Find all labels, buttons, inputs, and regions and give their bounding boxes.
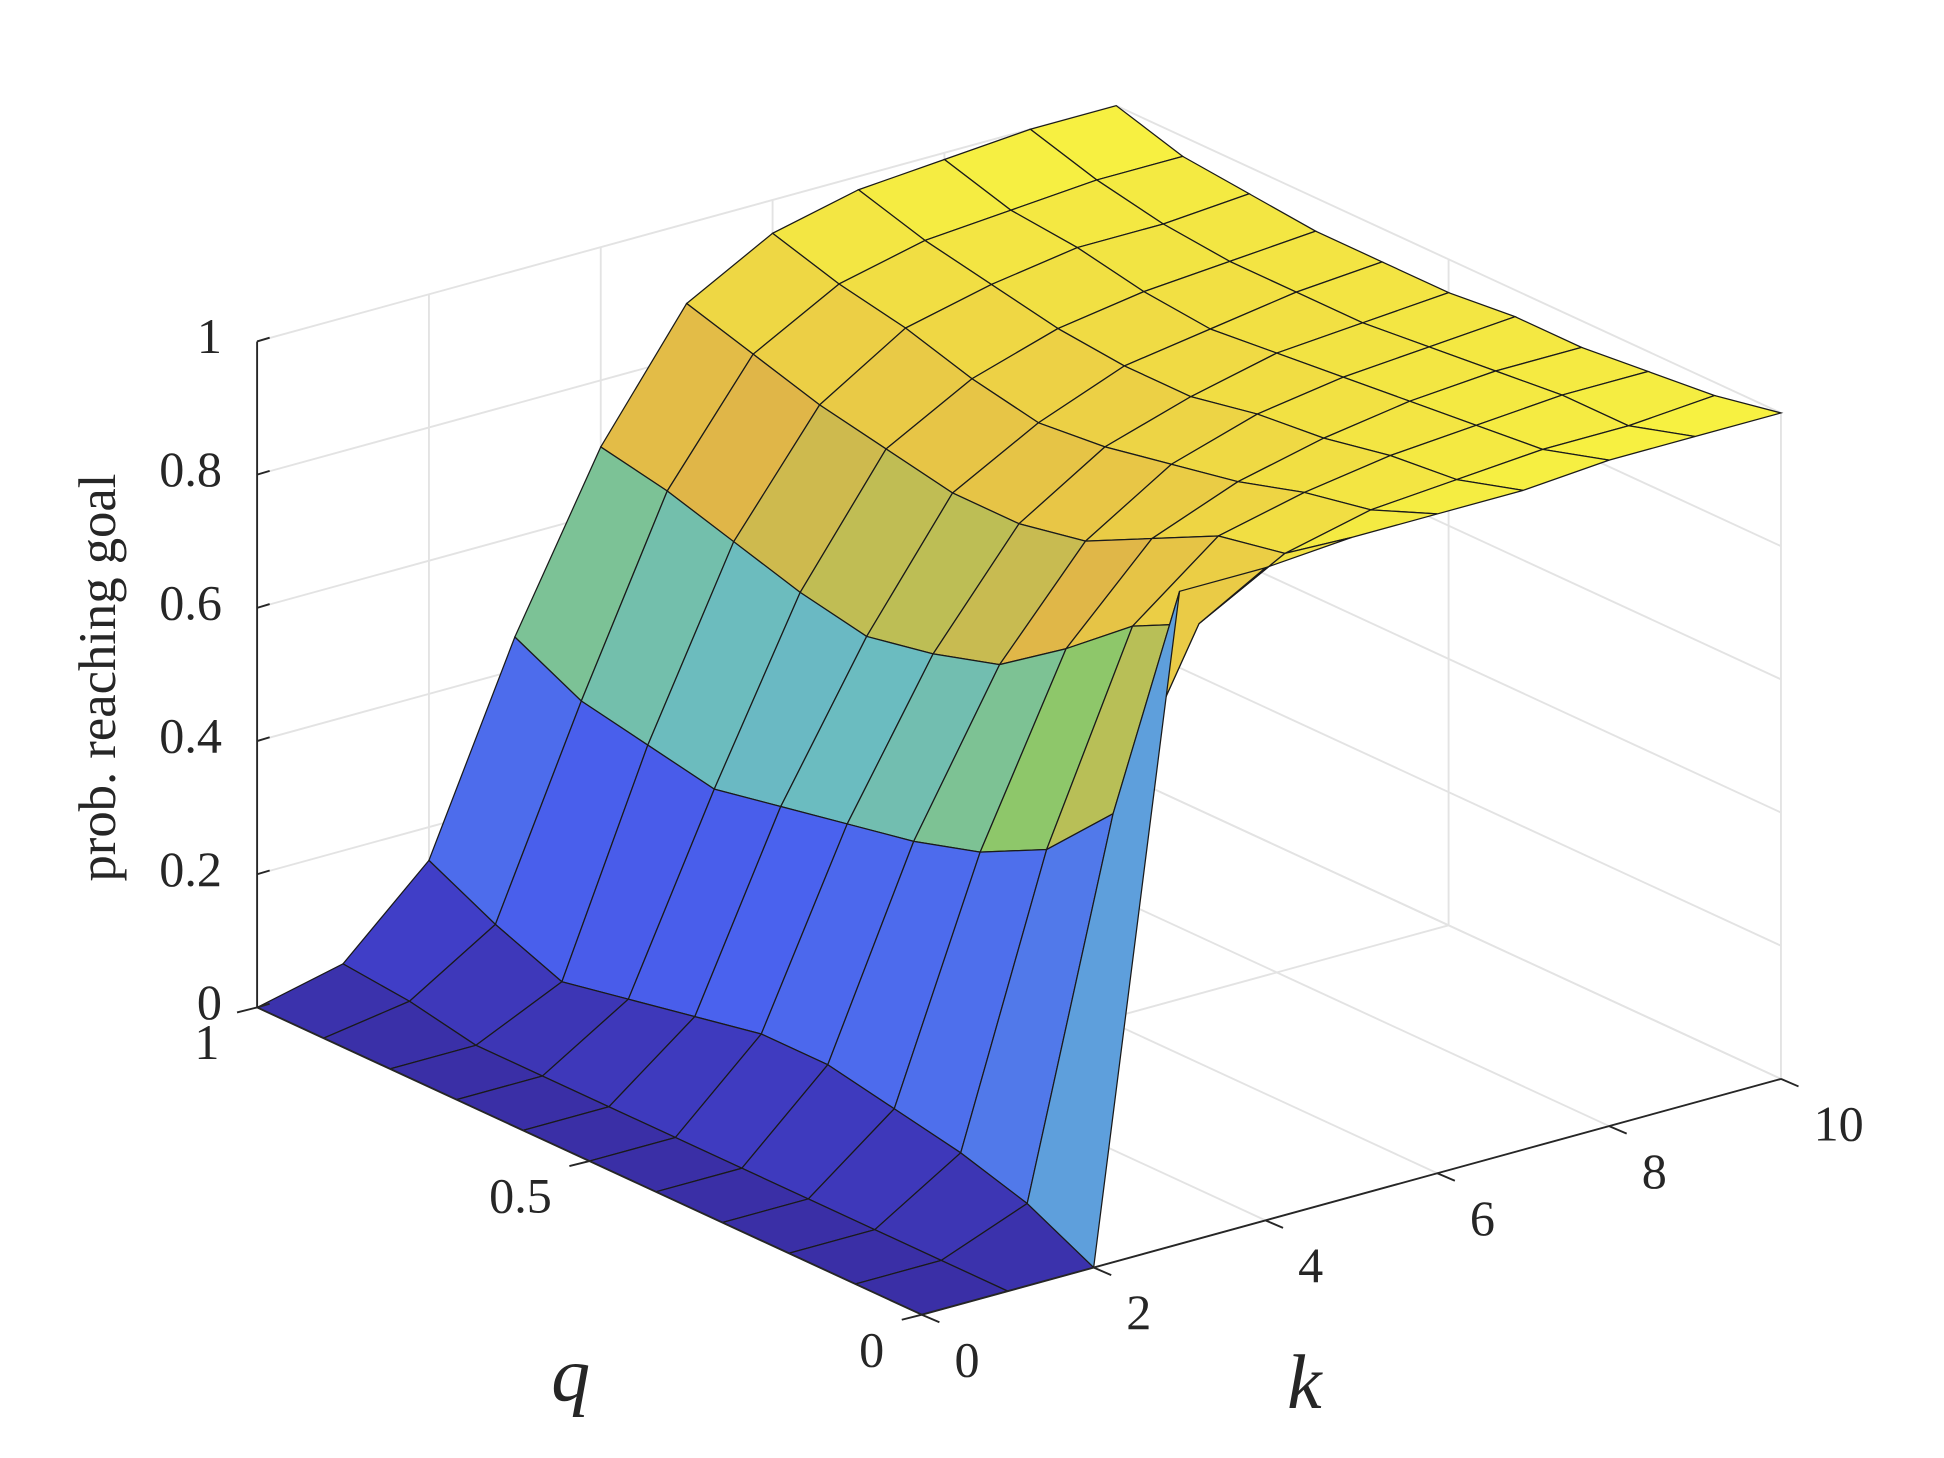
x-tick-label: 4 bbox=[1298, 1237, 1323, 1293]
x-tick bbox=[1436, 1172, 1456, 1182]
y-tick bbox=[236, 1006, 258, 1014]
z-tick-label: 0.6 bbox=[159, 574, 222, 630]
grid-line bbox=[1115, 104, 1782, 414]
y-tick-label: 1 bbox=[194, 1014, 219, 1070]
x-tick-label: 6 bbox=[1470, 1190, 1495, 1246]
grid-line bbox=[256, 104, 1117, 343]
x-tick-label: 10 bbox=[1814, 1096, 1864, 1152]
x-axis bbox=[921, 1078, 1782, 1316]
x-tick bbox=[1608, 1125, 1628, 1135]
surface bbox=[255, 104, 1784, 1316]
y-tick bbox=[569, 1160, 590, 1167]
z-tick-label: 0.8 bbox=[159, 441, 222, 497]
x-tick-label: 2 bbox=[1126, 1284, 1151, 1340]
x-tick-label: 0 bbox=[954, 1331, 979, 1387]
y-tick-label: 0.5 bbox=[489, 1168, 552, 1224]
z-tick bbox=[256, 336, 270, 343]
y-tick-label: 0 bbox=[859, 1321, 884, 1377]
z-tick bbox=[256, 736, 270, 742]
z-tick bbox=[256, 603, 270, 609]
z-axis-label: prob. reaching goal bbox=[69, 474, 127, 882]
x-tick-label: 8 bbox=[1642, 1143, 1667, 1199]
z-tick-label: 0.2 bbox=[159, 841, 222, 897]
y-axis-label: q bbox=[551, 1331, 590, 1417]
x-tick bbox=[1265, 1219, 1284, 1229]
x-tick bbox=[1780, 1078, 1799, 1088]
x-tick bbox=[1093, 1266, 1112, 1276]
z-tick-label: 1 bbox=[197, 308, 222, 364]
z-tick-label: 0.4 bbox=[159, 708, 222, 764]
x-tick bbox=[921, 1313, 940, 1324]
z-tick bbox=[256, 869, 270, 876]
z-tick bbox=[256, 469, 270, 476]
x-axis-label: k bbox=[1287, 1339, 1323, 1425]
y-tick bbox=[901, 1313, 923, 1321]
z-tick-label: 0 bbox=[197, 974, 222, 1030]
z-tick bbox=[256, 1002, 270, 1009]
